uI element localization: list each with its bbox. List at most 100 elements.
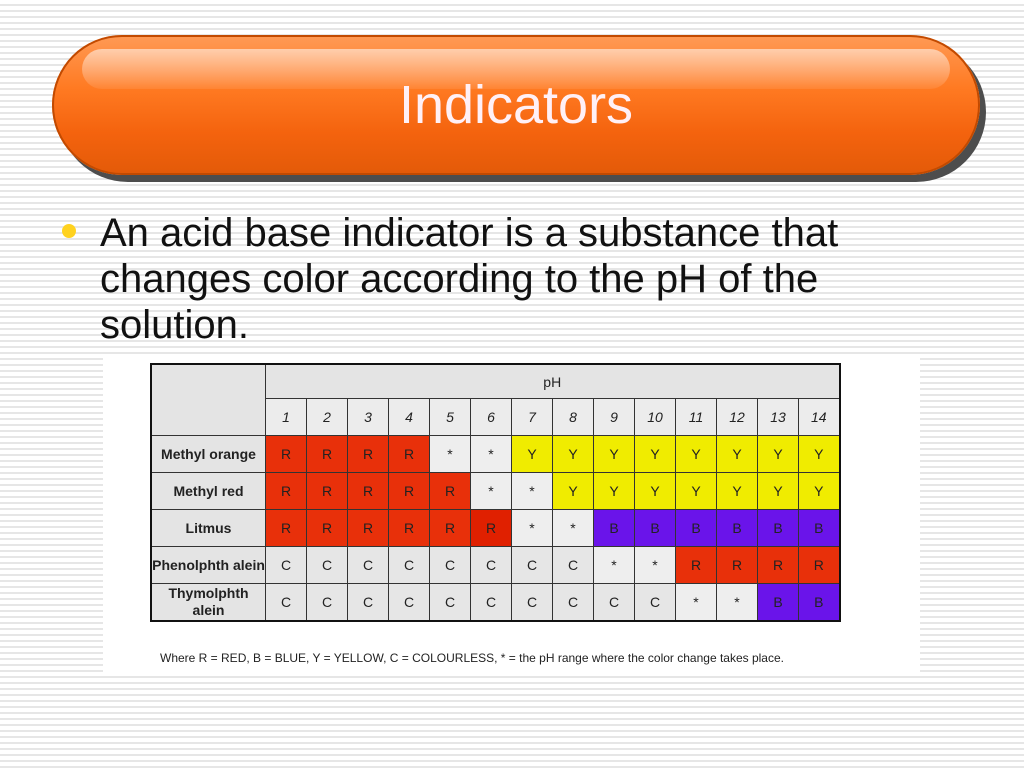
- table-row: Thymolphth alein C C C C C C C C C C * * B B: [150, 583, 840, 622]
- ph-number-cell: 1: [265, 398, 307, 436]
- ph-number-cell: 12: [716, 398, 758, 436]
- color-cell: C: [265, 546, 307, 584]
- ph-number-cell: 11: [675, 398, 717, 436]
- ph-number-cell: 14: [798, 398, 840, 436]
- color-cell: B: [675, 509, 717, 547]
- color-cell: C: [593, 583, 635, 622]
- color-cell: Y: [511, 435, 553, 473]
- color-cell: C: [306, 546, 348, 584]
- color-cell: B: [634, 509, 676, 547]
- table-row: Litmus R R R R R R * * B B B B B B: [150, 509, 840, 547]
- color-cell: Y: [593, 435, 635, 473]
- color-cell: C: [306, 583, 348, 622]
- bullet-dot-icon: [62, 224, 76, 238]
- color-cell: Y: [634, 472, 676, 510]
- color-cell: Y: [675, 472, 717, 510]
- color-cell: Y: [716, 472, 758, 510]
- color-cell: *: [675, 583, 717, 622]
- indicator-name: Thymolphth alein: [150, 583, 266, 622]
- color-cell: Y: [634, 435, 676, 473]
- table-legend: Where R = RED, B = BLUE, Y = YELLOW, C =…: [160, 651, 784, 665]
- color-cell: R: [757, 546, 799, 584]
- slide-title: Indicators: [398, 75, 634, 135]
- color-cell: *: [511, 509, 553, 547]
- color-cell: C: [470, 583, 512, 622]
- color-cell: C: [511, 546, 553, 584]
- color-cell: R: [347, 509, 389, 547]
- color-cell: C: [429, 546, 471, 584]
- color-cell: *: [429, 435, 471, 473]
- color-cell: Y: [716, 435, 758, 473]
- indicator-table: pH 1 2 3 4 5 6 7 8 9 10 11 12 13 14 Methyl orange R R R R…: [150, 363, 841, 622]
- color-cell: Y: [798, 435, 840, 473]
- color-cell: Y: [552, 435, 594, 473]
- bullet-text: An acid base indicator is a substance th…: [100, 211, 839, 347]
- indicator-name: Methyl red: [150, 472, 266, 510]
- color-cell: R: [265, 509, 307, 547]
- color-cell: B: [798, 583, 840, 622]
- ph-number-cell: 5: [429, 398, 471, 436]
- color-cell: C: [265, 583, 307, 622]
- color-cell: Y: [675, 435, 717, 473]
- table-row: Methyl orange R R R R * * Y Y Y Y Y Y Y Y: [150, 435, 840, 473]
- color-cell: *: [634, 546, 676, 584]
- color-cell: R: [388, 472, 430, 510]
- color-cell: R: [265, 472, 307, 510]
- color-cell: R: [347, 435, 389, 473]
- color-cell: B: [798, 509, 840, 547]
- color-cell: C: [388, 546, 430, 584]
- table-row: Phenolphth alein C C C C C C C C * * R R R R: [150, 546, 840, 584]
- color-cell: C: [634, 583, 676, 622]
- color-cell: C: [552, 583, 594, 622]
- color-cell: R: [265, 435, 307, 473]
- color-cell: Y: [757, 472, 799, 510]
- color-cell: Y: [757, 435, 799, 473]
- title-gloss: [82, 49, 950, 89]
- color-cell: R: [347, 472, 389, 510]
- color-cell: R: [306, 509, 348, 547]
- indicator-name: Methyl orange: [150, 435, 266, 473]
- ph-number-cell: 4: [388, 398, 430, 436]
- ph-number-cell: 13: [757, 398, 799, 436]
- color-cell: C: [511, 583, 553, 622]
- color-cell: R: [429, 509, 471, 547]
- color-cell: *: [716, 583, 758, 622]
- table-corner-cell: [150, 363, 266, 436]
- ph-number-cell: 6: [470, 398, 512, 436]
- color-cell: *: [470, 472, 512, 510]
- color-cell: R: [306, 435, 348, 473]
- color-cell: R: [429, 472, 471, 510]
- color-cell: C: [347, 583, 389, 622]
- color-cell: B: [757, 583, 799, 622]
- color-cell: C: [470, 546, 512, 584]
- ph-number-cell: 10: [634, 398, 676, 436]
- color-cell: R: [388, 435, 430, 473]
- color-cell: B: [716, 509, 758, 547]
- color-cell: C: [552, 546, 594, 584]
- ph-number-cell: 7: [511, 398, 553, 436]
- color-cell: *: [593, 546, 635, 584]
- color-cell: R: [798, 546, 840, 584]
- color-cell: B: [593, 509, 635, 547]
- color-cell: C: [429, 583, 471, 622]
- color-cell: R: [716, 546, 758, 584]
- color-cell: *: [470, 435, 512, 473]
- color-cell: R: [675, 546, 717, 584]
- color-cell: *: [511, 472, 553, 510]
- color-cell: R: [470, 509, 512, 547]
- color-cell: C: [388, 583, 430, 622]
- table-row: Methyl red R R R R R * * Y Y Y Y Y Y Y: [150, 472, 840, 510]
- ph-number-cell: 8: [552, 398, 594, 436]
- color-cell: C: [347, 546, 389, 584]
- ph-number-cell: 9: [593, 398, 635, 436]
- ph-number-cell: 3: [347, 398, 389, 436]
- color-cell: R: [388, 509, 430, 547]
- color-cell: *: [552, 509, 594, 547]
- color-cell: Y: [593, 472, 635, 510]
- color-cell: B: [757, 509, 799, 547]
- title-bar: Indicators: [52, 35, 980, 175]
- color-cell: Y: [552, 472, 594, 510]
- indicator-name: Litmus: [150, 509, 266, 547]
- indicator-table-panel: pH 1 2 3 4 5 6 7 8 9 10 11 12 13 14 Methyl orange R R R R…: [103, 358, 920, 676]
- ph-number-row: 1 2 3 4 5 6 7 8 9 10 11 12 13 14: [151, 398, 840, 436]
